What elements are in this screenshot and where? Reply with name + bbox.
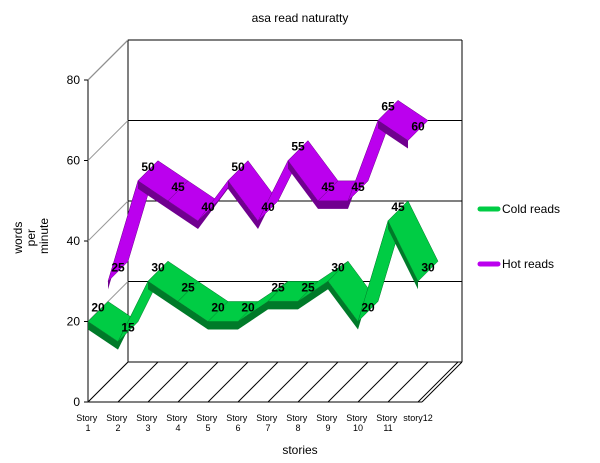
chart-title: asa read naturatty (252, 11, 349, 25)
ribbon-top (387, 200, 439, 282)
data-label: 25 (271, 280, 285, 294)
data-label: 40 (261, 200, 275, 214)
y-axis-title: words per minute (11, 218, 51, 255)
ribbon-top (377, 100, 429, 141)
floor-line (417, 361, 459, 403)
ribbon-front (88, 321, 118, 350)
data-label: 45 (351, 180, 365, 194)
grid-line (87, 120, 129, 161)
y-tick-label: 40 (67, 234, 81, 248)
ribbon-front (298, 281, 328, 310)
x-tick-label: Story 10 (346, 413, 370, 433)
grid-line (87, 39, 129, 81)
x-tick-label: Story 11 (376, 413, 400, 433)
x-tick-label: story12 (403, 413, 433, 423)
floor-line (267, 361, 309, 403)
data-label: 50 (141, 160, 155, 174)
y-tick-label: 60 (67, 154, 81, 168)
ribbon-front (268, 301, 298, 310)
ribbon-front (178, 301, 208, 330)
floor-line (297, 361, 339, 403)
data-label: 20 (91, 301, 105, 315)
ribbon-front (238, 301, 268, 330)
data-label: 30 (151, 260, 165, 274)
ribbon-front (208, 321, 238, 330)
x-tick-label: Story 5 (196, 413, 220, 433)
floor-line (87, 361, 129, 403)
ribbon-front (318, 200, 348, 209)
ribbon-front (388, 220, 418, 290)
floor-line (147, 361, 189, 403)
x-tick-label: Story 7 (256, 413, 280, 433)
ribbon-front (378, 120, 408, 149)
floor-line (327, 361, 369, 403)
grid-line (87, 200, 129, 242)
data-label: 55 (291, 140, 305, 154)
data-label: 25 (181, 280, 195, 294)
data-label: 45 (391, 200, 405, 214)
data-label: 45 (321, 180, 335, 194)
floor-line (177, 361, 219, 403)
ribbon-front (148, 281, 178, 310)
data-label: 25 (111, 260, 125, 274)
x-tick-label: Story 3 (136, 413, 160, 433)
y-tick-label: 20 (67, 315, 81, 329)
ribbon-front (168, 200, 198, 229)
ribbon-front (228, 180, 258, 229)
ribbon-front (288, 160, 318, 209)
x-tick-label: Story 4 (166, 413, 190, 433)
floor-line (117, 361, 159, 403)
y-tick-label: 0 (73, 395, 80, 409)
x-tick-label: Story 6 (226, 413, 250, 433)
x-tick-label: Story 1 (76, 413, 100, 433)
legend-label: Cold reads (502, 202, 560, 216)
data-label: 65 (381, 99, 395, 113)
series-ribbon (107, 100, 429, 290)
data-label: 20 (241, 301, 255, 315)
data-label: 20 (361, 301, 375, 315)
x-tick-label: Story 8 (286, 413, 310, 433)
series-ribbon (87, 200, 439, 350)
data-label: 45 (171, 180, 185, 194)
data-label: 50 (231, 160, 245, 174)
floor-line (237, 361, 279, 403)
data-label: 30 (421, 260, 435, 274)
legend-label: Hot reads (502, 257, 554, 271)
floor-line (357, 361, 399, 403)
data-label: 40 (201, 200, 215, 214)
floor-line (207, 361, 249, 403)
data-label: 20 (211, 301, 225, 315)
ribbon-front (328, 281, 358, 330)
data-label: 25 (301, 280, 315, 294)
ribbon-front (138, 180, 168, 209)
floor-line (387, 361, 429, 403)
x-tick-label: Story 9 (316, 413, 340, 433)
data-label: 15 (121, 321, 135, 335)
data-label: 30 (331, 260, 345, 274)
x-axis-title: stories (282, 443, 317, 457)
y-tick-label: 80 (67, 73, 81, 87)
data-label: 60 (411, 120, 425, 134)
x-tick-label: Story 2 (106, 413, 130, 433)
